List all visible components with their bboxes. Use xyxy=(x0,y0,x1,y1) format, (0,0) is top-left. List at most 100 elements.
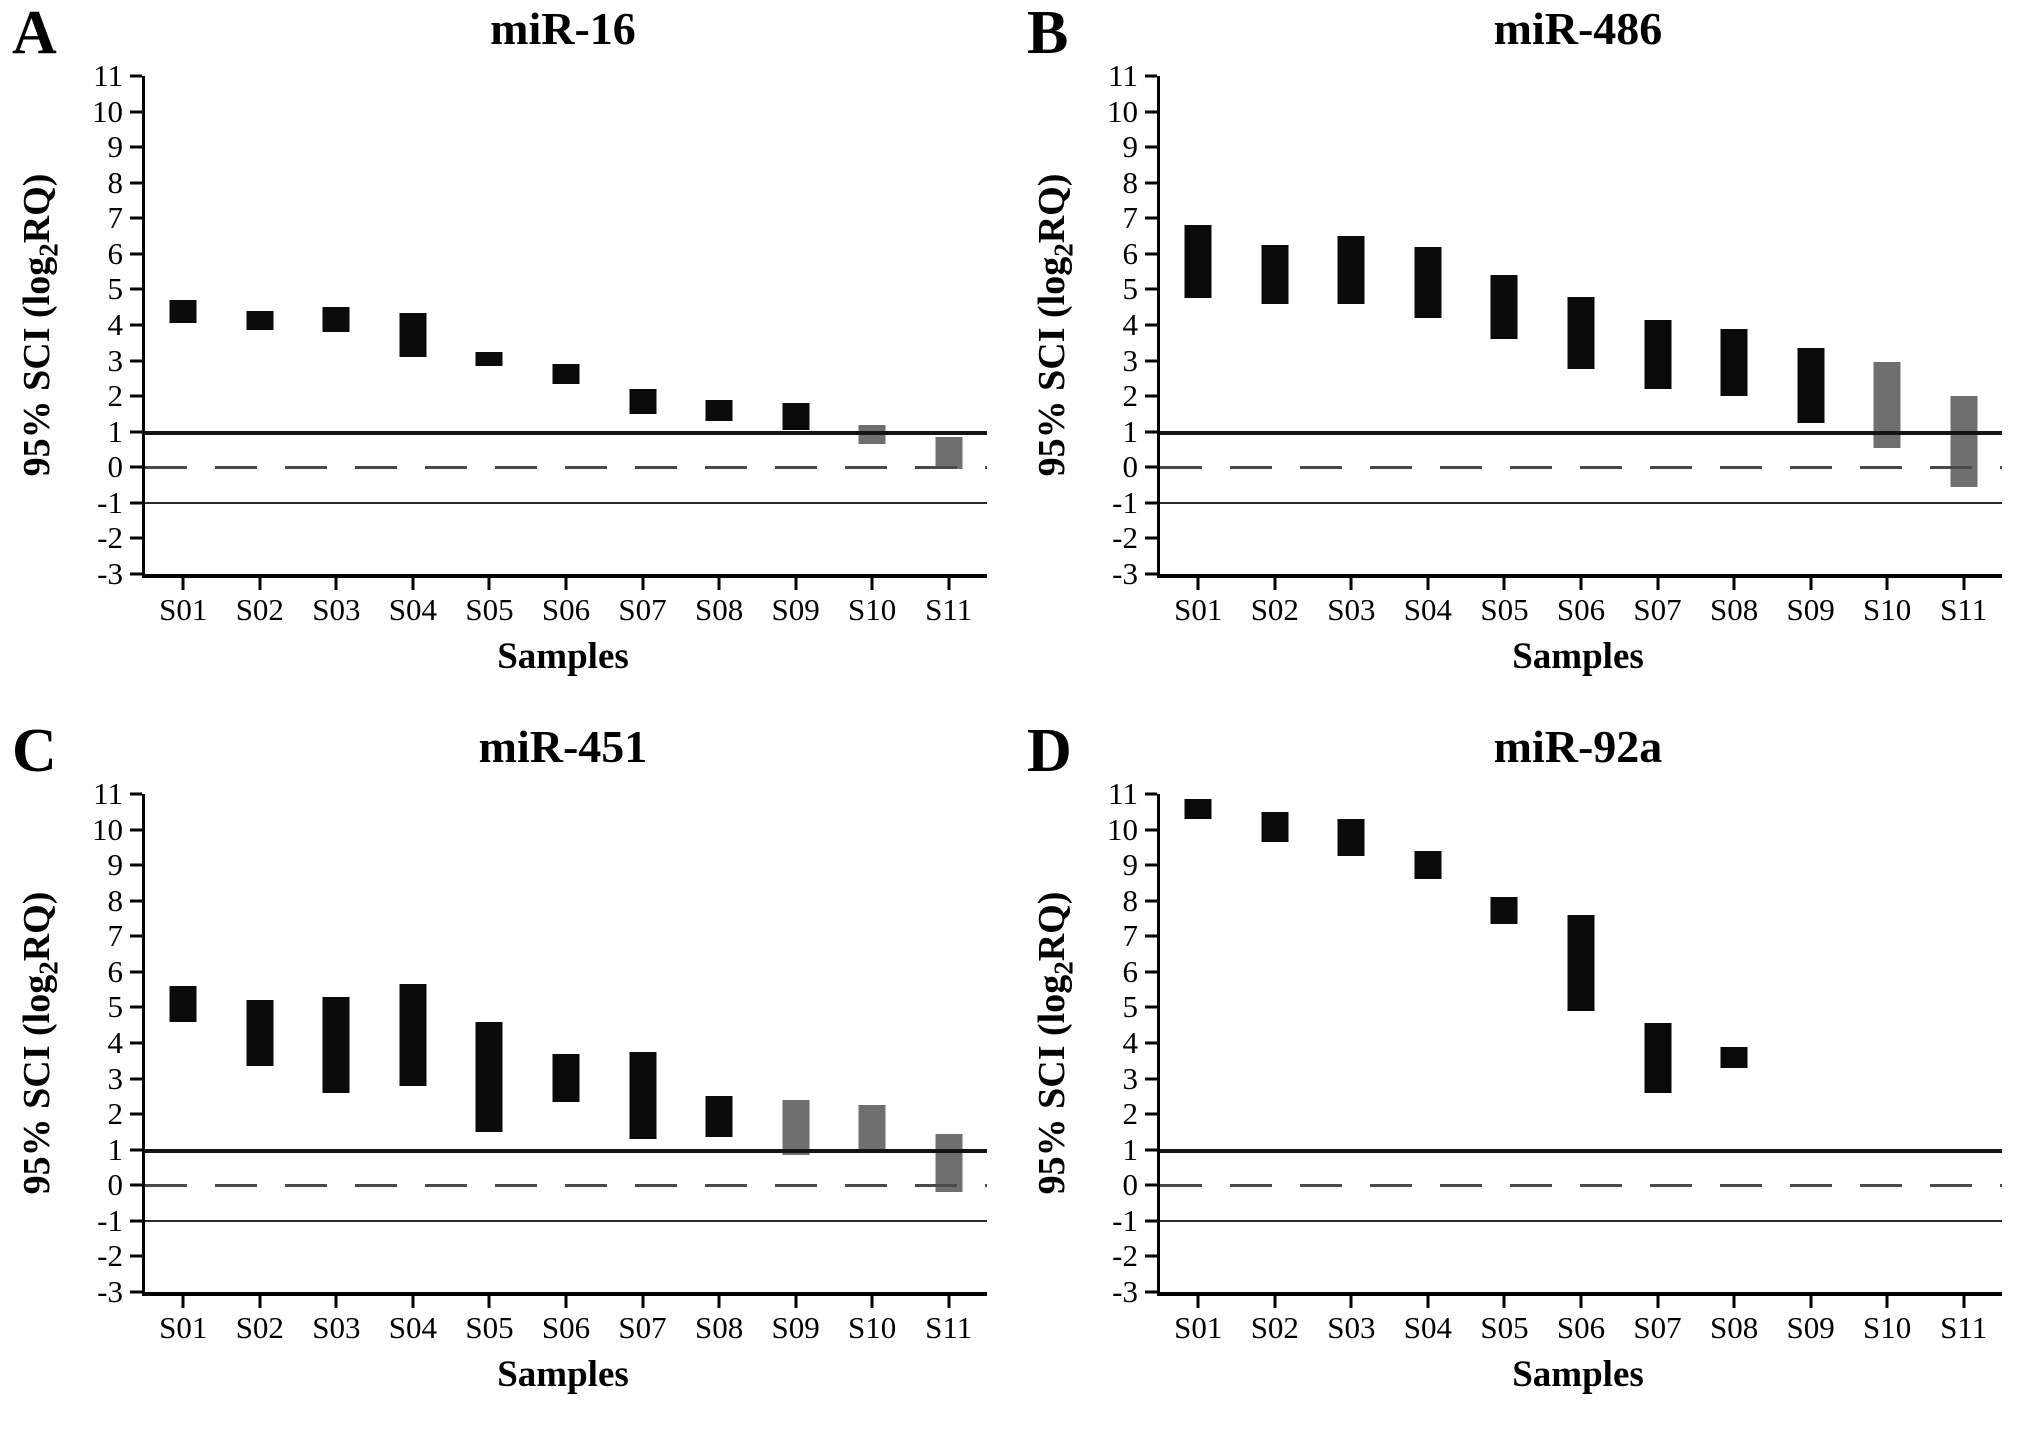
range-bar xyxy=(782,1099,810,1156)
x-axis-label: Samples xyxy=(497,636,629,677)
y-tick-label: -3 xyxy=(97,555,123,591)
y-tick-label: 9 xyxy=(1122,847,1139,883)
y-axis-tick xyxy=(130,1077,142,1081)
y-axis-label-pre: 95% SCI (log xyxy=(1031,256,1073,477)
y-tick-label: 8 xyxy=(1122,882,1139,918)
x-axis-tick xyxy=(1273,1296,1277,1308)
y-axis-tick xyxy=(1145,970,1157,974)
x-axis-tick xyxy=(1579,1296,1583,1308)
x-axis-tick xyxy=(411,1296,415,1308)
x-tick-label: S05 xyxy=(465,592,514,627)
range-bar xyxy=(935,437,963,470)
x-tick-label: S09 xyxy=(771,592,820,627)
y-axis-label: 95% SCI (log2RQ) xyxy=(1031,892,1079,1195)
x-axis-tick xyxy=(1196,1296,1200,1308)
range-bar xyxy=(858,1105,886,1152)
range-bar xyxy=(1567,296,1595,370)
y-axis-tick xyxy=(130,1219,142,1223)
reference-line-dashed xyxy=(1160,1184,2002,1188)
x-tick-label: S08 xyxy=(1709,1310,1759,1345)
x-axis-tick xyxy=(564,1296,568,1308)
y-axis-tick xyxy=(1145,1290,1157,1294)
y-axis-tick xyxy=(130,287,142,291)
y-tick-label: 11 xyxy=(1108,775,1138,811)
y-axis-label-post: RQ) xyxy=(1031,173,1073,244)
y-axis-label: 95% SCI (log2RQ) xyxy=(16,173,64,477)
panel-letter: A xyxy=(12,0,57,67)
reference-line-dashed xyxy=(1160,466,2002,470)
range-bar xyxy=(705,1096,733,1138)
x-axis-tick xyxy=(1349,578,1353,590)
x-axis-tick xyxy=(1809,578,1813,590)
y-axis-tick xyxy=(130,465,142,469)
y-tick-label: 7 xyxy=(107,200,124,236)
y-tick-label: 0 xyxy=(1122,1167,1139,1203)
reference-line-solid xyxy=(145,501,987,504)
x-tick-label: S10 xyxy=(1863,592,1912,627)
range-bar xyxy=(246,1000,274,1067)
x-tick-label: S03 xyxy=(312,592,361,627)
x-axis-tick xyxy=(794,578,798,590)
y-tick-label: 11 xyxy=(1108,57,1138,93)
reference-line-solid xyxy=(1160,1219,2002,1222)
y-tick-label: 8 xyxy=(107,164,124,200)
y-tick-label: 9 xyxy=(107,129,124,165)
range-bar xyxy=(782,403,810,430)
y-axis-tick xyxy=(130,536,142,540)
range-bar xyxy=(935,1133,963,1193)
y-axis-tick xyxy=(130,252,142,256)
range-bar xyxy=(475,1021,503,1132)
y-tick-label: 3 xyxy=(1122,342,1139,378)
x-axis-tick xyxy=(487,578,491,590)
x-tick-label: S03 xyxy=(1327,1310,1376,1345)
y-tick-label: 9 xyxy=(107,847,124,883)
x-axis-tick xyxy=(1656,578,1660,590)
x-tick-label: S02 xyxy=(235,1310,284,1345)
y-tick-label: -1 xyxy=(1112,484,1138,520)
panel-title: miR-451 xyxy=(478,721,648,772)
reference-line-solid xyxy=(1160,501,2002,504)
y-tick-label: 0 xyxy=(107,449,124,485)
x-axis-tick xyxy=(334,578,338,590)
y-axis-tick xyxy=(1145,828,1157,832)
range-bar xyxy=(1337,236,1365,304)
y-axis-tick xyxy=(130,394,142,398)
y-axis-label-pre: 95% SCI (log xyxy=(1031,974,1073,1195)
range-bar xyxy=(1490,897,1518,924)
range-bar xyxy=(1261,244,1289,304)
y-axis-label-post: RQ) xyxy=(16,173,58,244)
y-axis-tick xyxy=(130,110,142,114)
panel-title: miR-486 xyxy=(1493,3,1663,54)
x-axis-tick xyxy=(1656,1296,1660,1308)
y-axis-label-pre: 95% SCI (log xyxy=(16,256,58,477)
y-axis-tick xyxy=(1145,430,1157,434)
x-axis-tick xyxy=(1885,578,1889,590)
y-tick-label: 5 xyxy=(1122,271,1139,307)
y-tick-label: -2 xyxy=(1112,520,1138,556)
range-bar xyxy=(246,310,274,331)
y-axis-tick xyxy=(130,899,142,903)
x-axis-tick xyxy=(258,1296,262,1308)
x-axis-tick xyxy=(1502,578,1506,590)
x-tick-label: S07 xyxy=(618,592,667,627)
y-tick-label: 6 xyxy=(107,953,124,989)
y-axis-tick xyxy=(1145,216,1157,220)
y-axis-tick xyxy=(1145,1077,1157,1081)
range-bar xyxy=(1414,246,1442,318)
x-tick-label: S05 xyxy=(465,1310,514,1345)
y-tick-label: -1 xyxy=(97,1202,123,1238)
range-bar xyxy=(705,399,733,422)
range-bar xyxy=(1184,225,1212,299)
x-tick-label: S01 xyxy=(1174,592,1223,627)
y-axis-tick xyxy=(1145,536,1157,540)
y-axis-tick xyxy=(1145,181,1157,185)
range-bar xyxy=(629,1051,657,1140)
range-bar xyxy=(1720,328,1748,397)
y-axis-tick xyxy=(130,934,142,938)
y-axis-tick xyxy=(130,359,142,363)
y-tick-label: 11 xyxy=(93,775,123,811)
y-axis-tick xyxy=(130,1290,142,1294)
plot-area: -3 -2 -1 0 1 2 3 4 5 6 7 8 9 10 11 S01 S02 S03 S04 S05 S06 S0… xyxy=(1107,778,2002,1343)
y-tick-label: 5 xyxy=(107,271,124,307)
y-axis-tick xyxy=(1145,252,1157,256)
